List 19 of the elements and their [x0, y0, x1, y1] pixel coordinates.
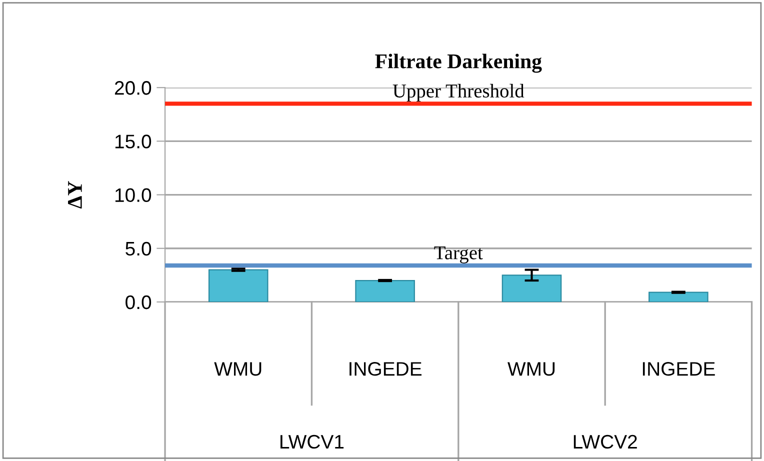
text: LWCV2	[574, 434, 637, 449]
chart-title: Filtrate Darkening	[375, 54, 542, 73]
bar	[355, 280, 415, 302]
bar	[502, 274, 562, 302]
y-tick-label: 0.0	[126, 295, 152, 310]
ref-line-label: Target	[434, 246, 483, 264]
bar	[208, 269, 268, 302]
y-tick-label: 20.0	[114, 81, 152, 95]
y-tick-label: 5.0	[126, 242, 152, 256]
text: LWCV1	[280, 434, 344, 449]
x-tick-label: WMU	[214, 362, 262, 376]
x-tick-label: WMU	[508, 362, 555, 376]
y-tick-label: 15.0	[115, 134, 152, 148]
x-tick-label: INGEDE	[642, 362, 715, 376]
y-axis-title: ΔY	[68, 181, 82, 209]
bar	[648, 292, 708, 302]
ref-line-label: Upper Threshold	[392, 84, 524, 102]
y-tick-label: 10.0	[115, 188, 152, 202]
x-tick-label: INGEDE	[350, 362, 422, 376]
